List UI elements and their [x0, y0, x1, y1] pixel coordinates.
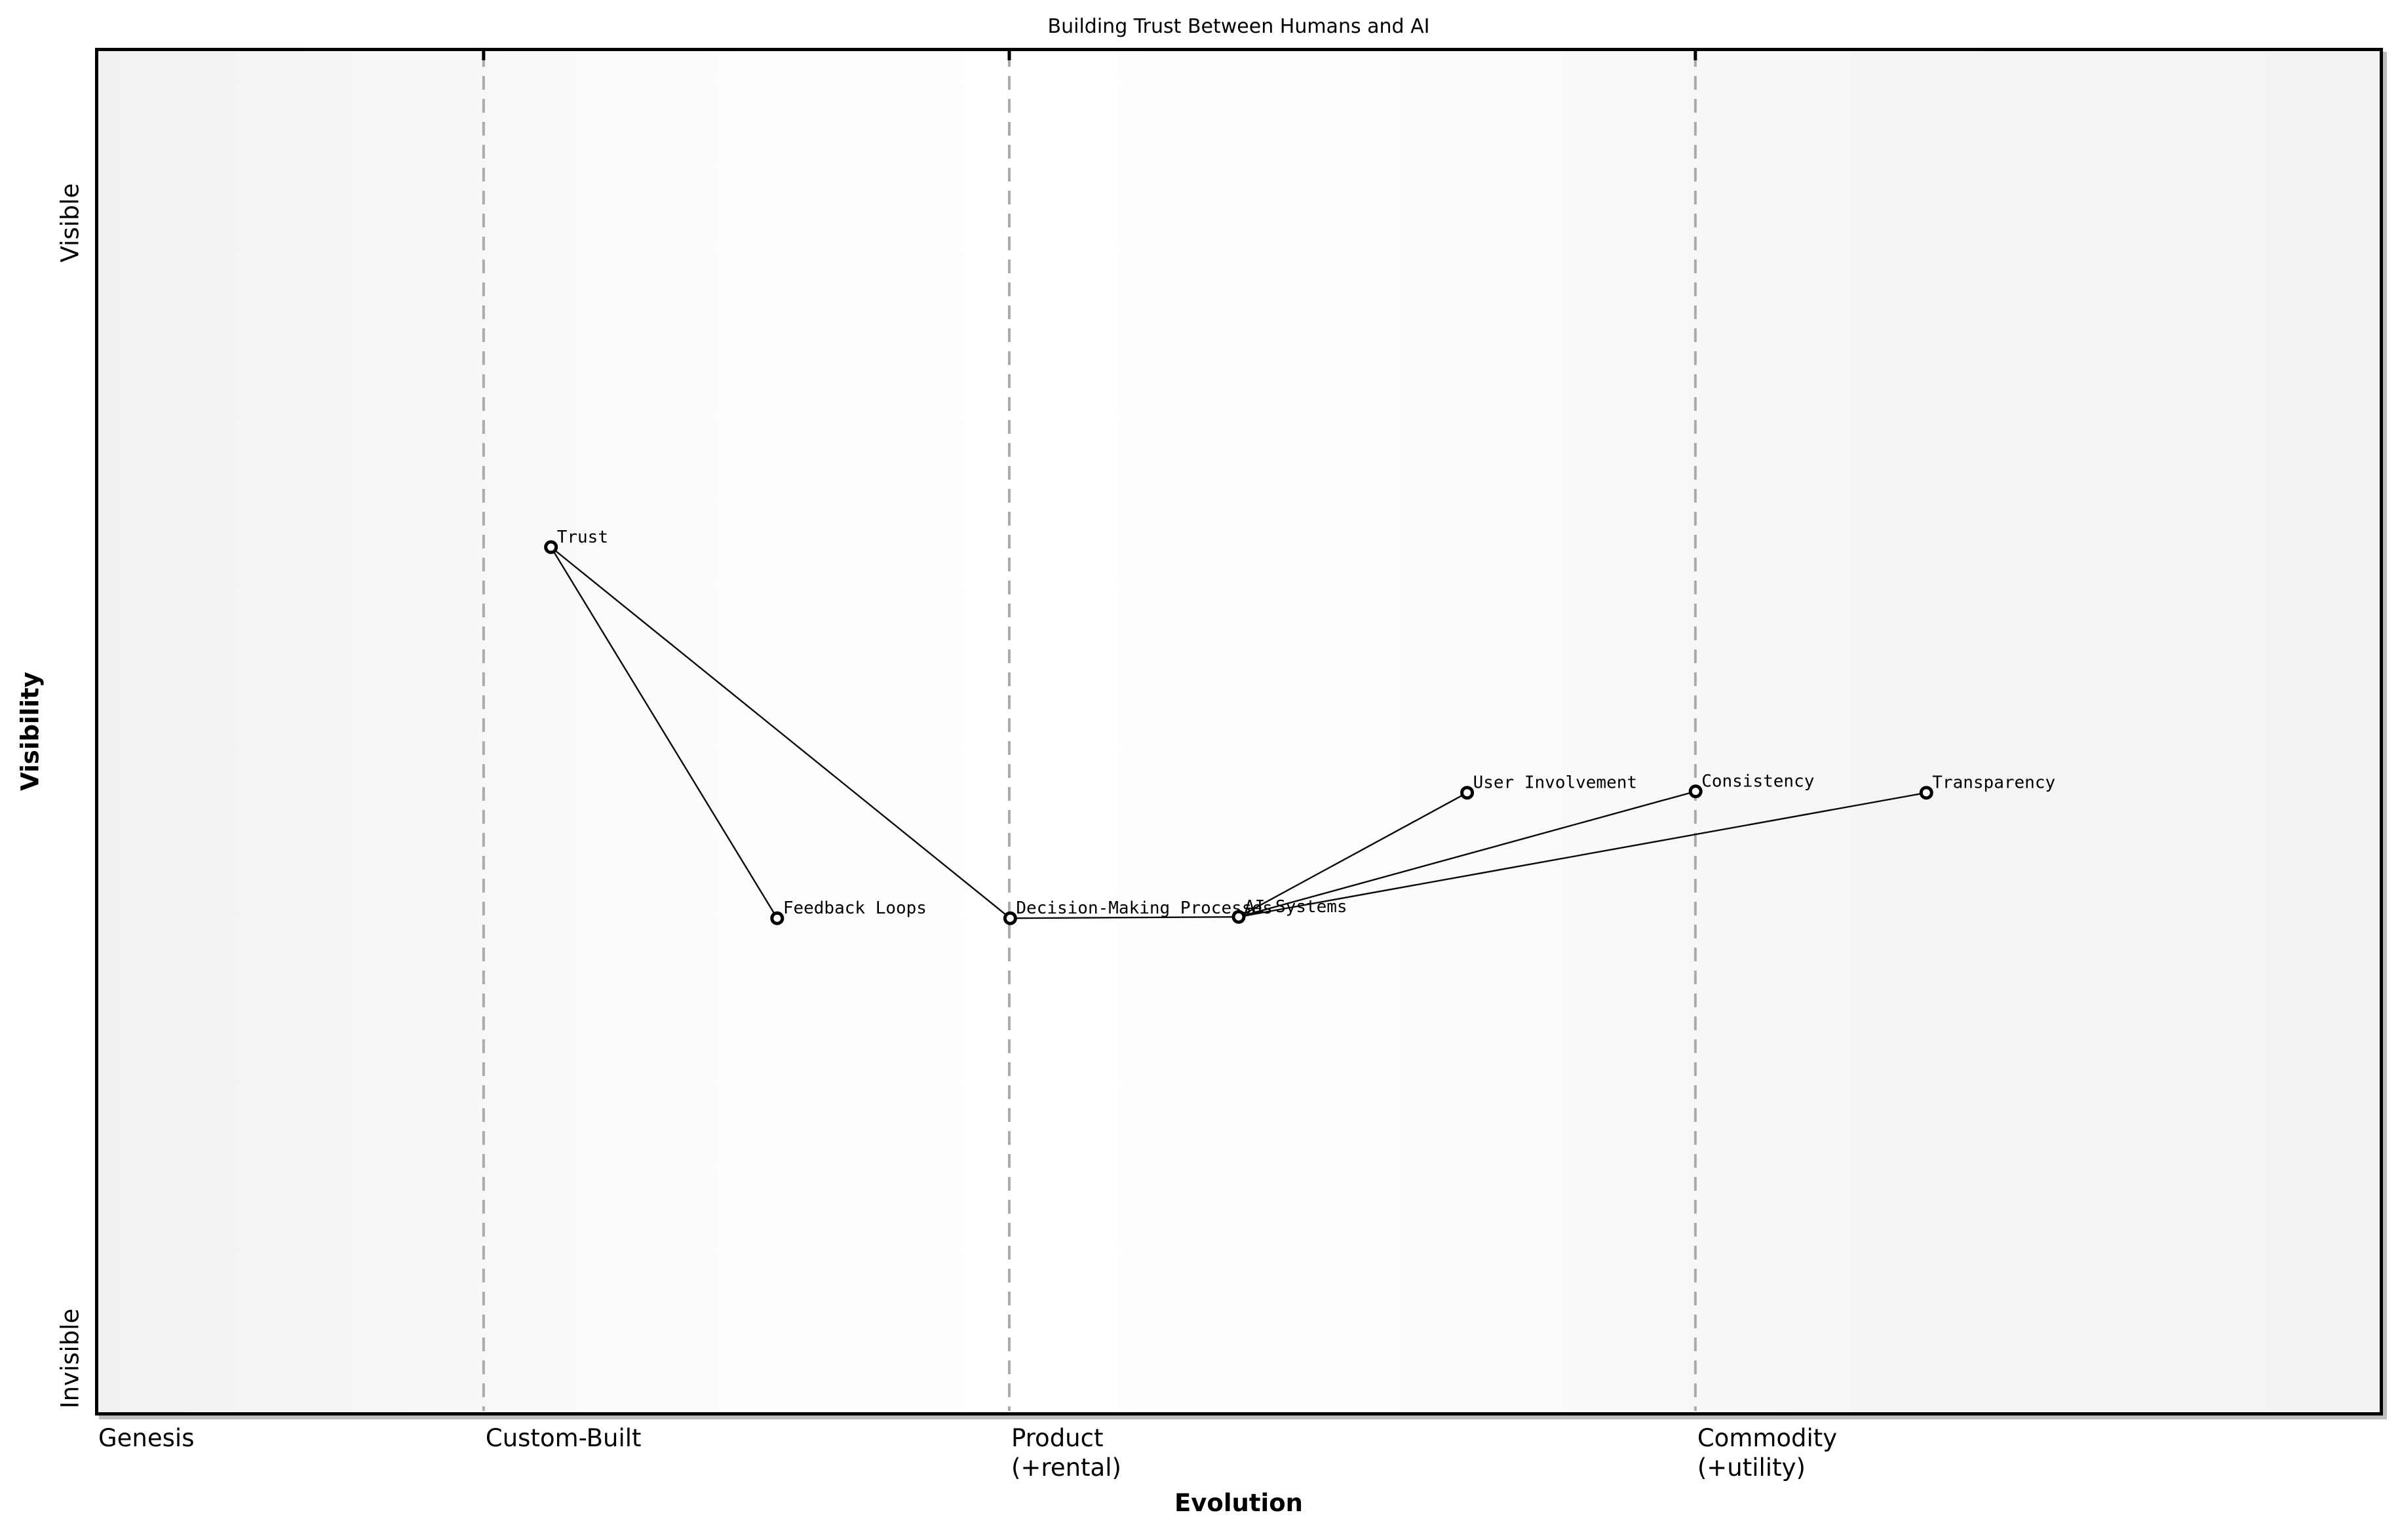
stage-label-custom-built-text: Custom-Built — [485, 1424, 642, 1452]
node-label-transparency: Transparency — [1932, 773, 2055, 793]
chart-title: Building Trust Between Humans and AI — [1047, 15, 1430, 38]
edge-ai-systems--consistency — [1238, 790, 1696, 918]
plot-area-background — [95, 48, 2383, 1415]
stage-label-custom-built: Custom-Built — [486, 1423, 642, 1453]
stage-label-product-sub: (+rental) — [1011, 1453, 1121, 1482]
edge-ai-systems--user-involvement — [1238, 792, 1468, 918]
node-circle-consistency — [1688, 784, 1703, 799]
stage-label-product: Product (+rental) — [1011, 1423, 1121, 1482]
node-label-decision-making-processes: Decision-Making Processes — [1016, 898, 1272, 918]
y-axis-title: Visibility — [16, 672, 45, 791]
node-circle-ai-systems — [1231, 910, 1246, 924]
node-label-feedback-loops: Feedback Loops — [783, 898, 927, 918]
node-circle-feedback-loops — [770, 911, 784, 925]
node-circle-transparency — [1919, 786, 1933, 800]
y-axis-tick-label-invisible: Invisible — [56, 1308, 85, 1409]
node-circle-user-involvement — [1460, 786, 1475, 800]
edge-trust--feedback-loops — [550, 547, 778, 919]
node-label-ai-systems: AI Systems — [1245, 897, 1347, 917]
stage-label-genesis-text: Genesis — [98, 1424, 195, 1452]
stage-label-product-text: Product — [1011, 1424, 1104, 1452]
node-label-user-involvement: User Involvement — [1473, 773, 1637, 793]
y-axis-tick-label-visible: Visible — [56, 183, 85, 263]
edge-decision-making-processes--ai-systems — [1010, 915, 1239, 919]
edge-trust--decision-making-processes — [550, 546, 1011, 919]
stage-label-commodity: Commodity (+utility) — [1697, 1423, 1837, 1482]
node-circle-trust — [544, 540, 558, 554]
x-axis-title: Evolution — [1174, 1489, 1303, 1517]
edge-ai-systems--transparency — [1238, 792, 1927, 918]
node-label-trust: Trust — [557, 528, 608, 547]
node-label-consistency: Consistency — [1701, 772, 1814, 792]
stage-label-genesis: Genesis — [98, 1423, 194, 1453]
stage-label-commodity-text: Commodity — [1697, 1424, 1838, 1452]
node-circle-decision-making-processes — [1003, 911, 1017, 925]
stage-label-commodity-sub: (+utility) — [1697, 1453, 1806, 1482]
